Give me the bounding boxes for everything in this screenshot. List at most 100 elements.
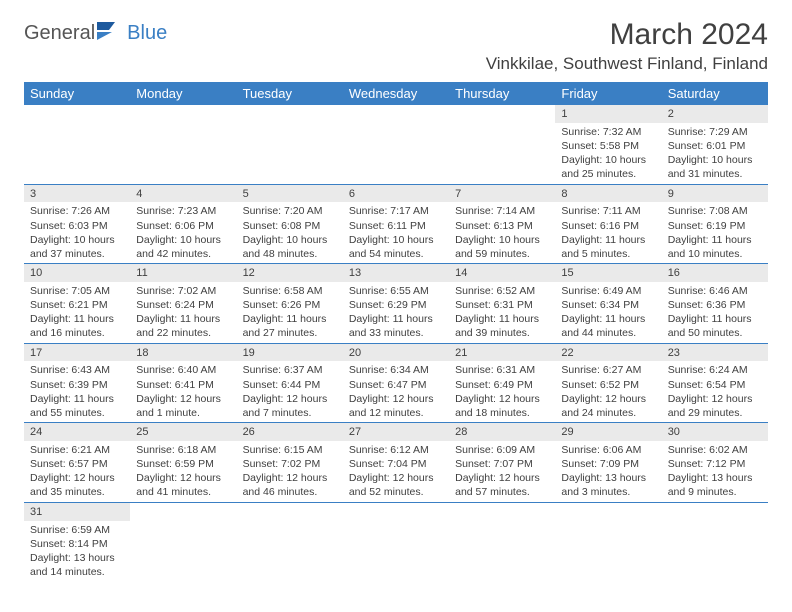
day-content: Sunrise: 6:43 AMSunset: 6:39 PMDaylight:… <box>24 361 130 422</box>
day-number: 13 <box>343 264 449 282</box>
calendar-body: 1Sunrise: 7:32 AMSunset: 5:58 PMDaylight… <box>24 105 768 581</box>
calendar-day-cell: 10Sunrise: 7:05 AMSunset: 6:21 PMDayligh… <box>24 264 130 344</box>
calendar-week-row: 1Sunrise: 7:32 AMSunset: 5:58 PMDaylight… <box>24 105 768 184</box>
daylight-text: Daylight: 12 hours <box>455 392 549 406</box>
calendar-day-cell: 31 Sunrise: 6:59 AMSunset: 8:14 PMDayligh… <box>24 502 130 581</box>
title-block: March 2024 Vinkkilae, Southwest Finland,… <box>486 18 768 74</box>
day-number: 7 <box>449 185 555 203</box>
calendar-day-cell: 12Sunrise: 6:58 AMSunset: 6:26 PMDayligh… <box>237 264 343 344</box>
daylight-text: and 18 minutes. <box>455 406 549 420</box>
day-number: 16 <box>662 264 768 282</box>
sunrise-text: Sunrise: 6:15 AM <box>243 443 337 457</box>
day-content: Sunrise: 7:14 AMSunset: 6:13 PMDaylight:… <box>449 202 555 263</box>
day-content: Sunrise: 7:32 AMSunset: 5:58 PMDaylight:… <box>555 123 661 184</box>
calendar-week-row: 3Sunrise: 7:26 AMSunset: 6:03 PMDaylight… <box>24 184 768 264</box>
month-title: March 2024 <box>486 18 768 52</box>
day-content: Sunrise: 7:17 AMSunset: 6:11 PMDaylight:… <box>343 202 449 263</box>
sunset-text: Sunset: 6:41 PM <box>136 378 230 392</box>
calendar-day-cell: 6Sunrise: 7:17 AMSunset: 6:11 PMDaylight… <box>343 184 449 264</box>
day-content: Sunrise: 6:31 AMSunset: 6:49 PMDaylight:… <box>449 361 555 422</box>
sunrise-text: Sunrise: 6:27 AM <box>561 363 655 377</box>
calendar-day-cell: 13Sunrise: 6:55 AMSunset: 6:29 PMDayligh… <box>343 264 449 344</box>
day-number: 8 <box>555 185 661 203</box>
sunset-text: Sunset: 6:19 PM <box>668 219 762 233</box>
day-number: 31 <box>24 503 130 521</box>
daylight-text: Daylight: 13 hours <box>30 551 124 565</box>
calendar-day-cell: 5Sunrise: 7:20 AMSunset: 6:08 PMDaylight… <box>237 184 343 264</box>
daylight-text: Daylight: 10 hours <box>455 233 549 247</box>
day-content: Sunrise: 6:37 AMSunset: 6:44 PMDaylight:… <box>237 361 343 422</box>
calendar-day-cell: 16Sunrise: 6:46 AMSunset: 6:36 PMDayligh… <box>662 264 768 344</box>
daylight-text: Daylight: 11 hours <box>30 312 124 326</box>
daylight-text: Daylight: 12 hours <box>455 471 549 485</box>
calendar-day-cell: 26Sunrise: 6:15 AMSunset: 7:02 PMDayligh… <box>237 423 343 503</box>
daylight-text: Daylight: 10 hours <box>30 233 124 247</box>
sunrise-text: Sunrise: 7:32 AM <box>561 125 655 139</box>
day-number: 22 <box>555 344 661 362</box>
sunrise-text: Sunrise: 6:37 AM <box>243 363 337 377</box>
calendar-day-cell <box>662 502 768 581</box>
sunrise-text: Sunrise: 6:06 AM <box>561 443 655 457</box>
calendar-day-cell: 23Sunrise: 6:24 AMSunset: 6:54 PMDayligh… <box>662 343 768 423</box>
daylight-text: Daylight: 12 hours <box>30 471 124 485</box>
day-content: Sunrise: 7:08 AMSunset: 6:19 PMDaylight:… <box>662 202 768 263</box>
calendar-day-cell <box>24 105 130 184</box>
calendar-day-cell: 19Sunrise: 6:37 AMSunset: 6:44 PMDayligh… <box>237 343 343 423</box>
daylight-text: and 12 minutes. <box>349 406 443 420</box>
day-content: Sunrise: 6:06 AMSunset: 7:09 PMDaylight:… <box>555 441 661 502</box>
daylight-text: Daylight: 10 hours <box>243 233 337 247</box>
sunset-text: Sunset: 6:49 PM <box>455 378 549 392</box>
calendar-day-cell <box>449 105 555 184</box>
sunset-text: Sunset: 6:59 PM <box>136 457 230 471</box>
day-number: 9 <box>662 185 768 203</box>
sunset-text: Sunset: 6:52 PM <box>561 378 655 392</box>
sunrise-text: Sunrise: 7:23 AM <box>136 204 230 218</box>
daylight-text: Daylight: 13 hours <box>561 471 655 485</box>
sunrise-text: Sunrise: 6:55 AM <box>349 284 443 298</box>
daylight-text: and 41 minutes. <box>136 485 230 499</box>
sunrise-text: Sunrise: 6:59 AM <box>30 523 124 537</box>
daylight-text: Daylight: 10 hours <box>136 233 230 247</box>
day-content: Sunrise: 7:26 AMSunset: 6:03 PMDaylight:… <box>24 202 130 263</box>
day-number: 2 <box>662 105 768 123</box>
weekday-header: Saturday <box>662 82 768 105</box>
sunset-text: Sunset: 6:31 PM <box>455 298 549 312</box>
day-number: 25 <box>130 423 236 441</box>
calendar-day-cell <box>237 105 343 184</box>
daylight-text: Daylight: 12 hours <box>668 392 762 406</box>
calendar-day-cell: 1Sunrise: 7:32 AMSunset: 5:58 PMDaylight… <box>555 105 661 184</box>
sunset-text: Sunset: 7:07 PM <box>455 457 549 471</box>
daylight-text: and 10 minutes. <box>668 247 762 261</box>
sunset-text: Sunset: 6:13 PM <box>455 219 549 233</box>
sunrise-text: Sunrise: 6:09 AM <box>455 443 549 457</box>
daylight-text: Daylight: 11 hours <box>668 233 762 247</box>
day-content: Sunrise: 7:20 AMSunset: 6:08 PMDaylight:… <box>237 202 343 263</box>
daylight-text: Daylight: 12 hours <box>243 392 337 406</box>
sunset-text: Sunset: 7:04 PM <box>349 457 443 471</box>
day-number: 15 <box>555 264 661 282</box>
day-content: Sunrise: 6:09 AMSunset: 7:07 PMDaylight:… <box>449 441 555 502</box>
day-number: 21 <box>449 344 555 362</box>
day-number: 19 <box>237 344 343 362</box>
day-content: Sunrise: 6:55 AMSunset: 6:29 PMDaylight:… <box>343 282 449 343</box>
weekday-header: Monday <box>130 82 236 105</box>
daylight-text: and 54 minutes. <box>349 247 443 261</box>
sunset-text: Sunset: 6:11 PM <box>349 219 443 233</box>
sunset-text: Sunset: 6:29 PM <box>349 298 443 312</box>
day-content: Sunrise: 6:02 AMSunset: 7:12 PMDaylight:… <box>662 441 768 502</box>
daylight-text: and 57 minutes. <box>455 485 549 499</box>
sunrise-text: Sunrise: 6:18 AM <box>136 443 230 457</box>
day-content: Sunrise: 7:11 AMSunset: 6:16 PMDaylight:… <box>555 202 661 263</box>
day-number: 10 <box>24 264 130 282</box>
sunset-text: Sunset: 7:09 PM <box>561 457 655 471</box>
sunset-text: Sunset: 8:14 PM <box>30 537 124 551</box>
calendar-day-cell: 21Sunrise: 6:31 AMSunset: 6:49 PMDayligh… <box>449 343 555 423</box>
sunset-text: Sunset: 6:08 PM <box>243 219 337 233</box>
daylight-text: and 59 minutes. <box>455 247 549 261</box>
calendar-day-cell <box>130 502 236 581</box>
daylight-text: Daylight: 10 hours <box>561 153 655 167</box>
sunset-text: Sunset: 7:02 PM <box>243 457 337 471</box>
daylight-text: and 3 minutes. <box>561 485 655 499</box>
sunrise-text: Sunrise: 7:26 AM <box>30 204 124 218</box>
daylight-text: and 46 minutes. <box>243 485 337 499</box>
